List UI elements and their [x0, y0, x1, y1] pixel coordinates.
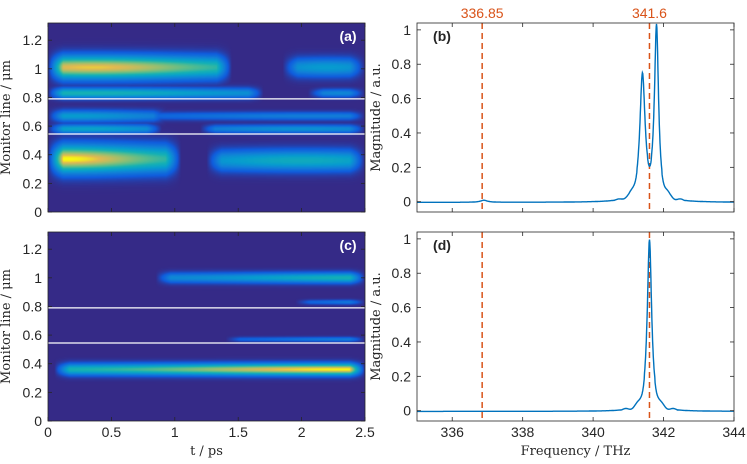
y-tick-label: 0.4	[392, 334, 412, 350]
x-tick-label: 336	[441, 424, 465, 440]
y-axis-label: Magnitude / a.u.	[369, 272, 384, 381]
plot-area	[417, 23, 734, 212]
x-axis-label: t / ps	[190, 444, 223, 459]
plot-frame	[416, 22, 735, 213]
panel-d: 336 338 340 342 344 0 0.2 0.4 0.6 0.8 1 (d) Magnitud…	[369, 231, 746, 459]
y-axis-label: Monitor line / μm	[0, 60, 14, 175]
x-tick-label: 0.5	[102, 424, 122, 440]
panel-b: 336.85 341.6 0 0.2 0.4 0.6 0.8 1 (b) Magnitude / …	[369, 5, 735, 213]
y-tick-label: 0	[403, 403, 411, 419]
spectrum-line	[417, 23, 734, 203]
panel-label: (c)	[339, 237, 356, 253]
x-tick-label: 338	[511, 424, 535, 440]
reference-line-label: 336.85	[461, 5, 504, 21]
panel-a: 0 0.2 0.4 0.6 0.8 1 1.2 (a) Monitor line / μm	[0, 22, 366, 220]
y-tick-label: 0.8	[23, 298, 43, 314]
reference-line-label: 341.6	[632, 5, 667, 21]
y-tick-label: 1.2	[23, 32, 43, 48]
y-tick-label: 1	[34, 61, 42, 77]
heatmap-image	[48, 23, 365, 212]
y-tick-label: 0.6	[23, 118, 43, 134]
y-axis-label: Monitor line / μm	[0, 269, 14, 384]
y-tick-label: 0.6	[392, 300, 412, 316]
x-tick-label: 0	[44, 424, 52, 440]
y-axis-label: Magnitude / a.u.	[369, 63, 384, 172]
x-tick-label: 344	[722, 424, 746, 440]
y-tick-label: 0.6	[23, 327, 43, 343]
plot-frame	[416, 231, 735, 422]
plot-area	[417, 232, 734, 421]
y-tick-label: 1	[403, 231, 411, 247]
y-tick-label: 0.8	[392, 56, 412, 72]
x-tick-label: 2.5	[355, 424, 375, 440]
y-tick-label: 0.4	[23, 147, 43, 163]
y-tick-label: 0	[34, 204, 42, 220]
x-tick-label: 1.5	[228, 424, 248, 440]
plot-frame	[47, 231, 366, 422]
x-tick-label: 2	[298, 424, 306, 440]
plot-frame	[47, 22, 366, 213]
y-tick-label: 0.2	[23, 384, 43, 400]
panel-label: (a)	[339, 28, 356, 44]
y-tick-label: 1.2	[23, 241, 43, 257]
x-tick-label: 340	[581, 424, 605, 440]
y-tick-label: 1	[403, 22, 411, 38]
panel-c: 0 0.5 1 1.5 2 2.5 0 0.2 0.4 0.6 0.8 1 1.2 (c) Monitor …	[0, 231, 375, 459]
heatmap-image	[48, 232, 365, 421]
spectrum-line	[417, 239, 734, 413]
x-axis-label: Frequency / THz	[521, 444, 631, 459]
y-tick-label: 1	[34, 270, 42, 286]
y-tick-label: 0.6	[392, 91, 412, 107]
y-tick-label: 0.2	[392, 159, 412, 175]
x-tick-label: 1	[171, 424, 179, 440]
y-tick-label: 0.4	[392, 125, 412, 141]
y-tick-label: 0	[403, 194, 411, 210]
y-tick-label: 0.8	[392, 265, 412, 281]
x-tick-label: 342	[652, 424, 676, 440]
panel-label: (b)	[433, 28, 451, 44]
y-tick-label: 0.2	[23, 175, 43, 191]
y-tick-label: 0.8	[23, 89, 43, 105]
panel-label: (d)	[433, 237, 451, 253]
y-tick-label: 0	[34, 413, 42, 429]
y-tick-label: 0.2	[392, 368, 412, 384]
y-tick-label: 0.4	[23, 356, 43, 372]
